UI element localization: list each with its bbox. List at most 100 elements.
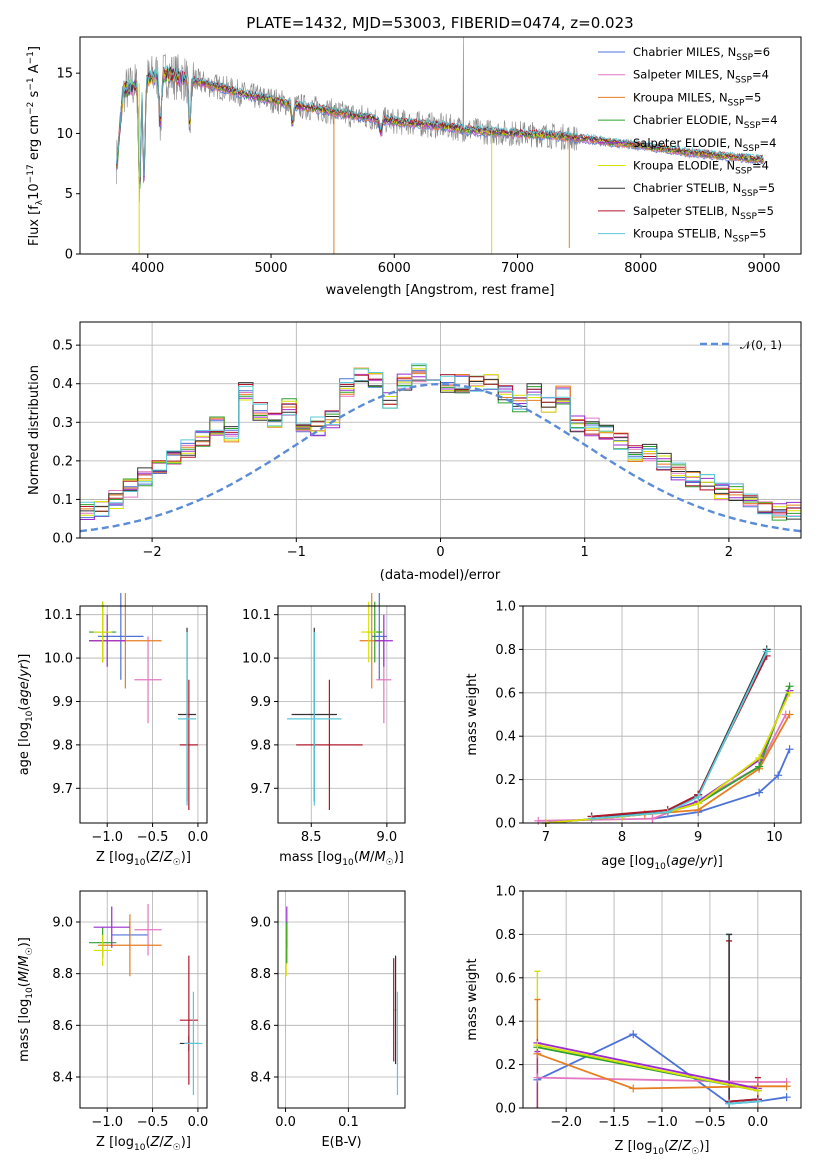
mass_vs_z-xtick-label: 0.0 xyxy=(188,1115,209,1130)
mass_vs_z-plot-area xyxy=(89,903,203,1096)
mass_vs_z-ytick-label: 8.8 xyxy=(52,967,73,982)
spectrum-frame xyxy=(79,36,802,255)
residuals-hist-chabrier_stelib xyxy=(80,378,801,520)
age_vs_z-ytick-label: 9.9 xyxy=(52,695,73,710)
age_vs_z-xtick-label: −1.0 xyxy=(91,830,123,845)
mw_vs_age-plot-area xyxy=(534,645,794,827)
spectrum-xtick-label: 6000 xyxy=(378,261,411,276)
age_vs_mass-panel: 8.5 9.0 9.7 9.8 9.9 10.0 10.1 xyxy=(242,592,406,845)
mass_vs_ebv-ytick-label: 8.8 xyxy=(250,967,271,982)
mw_vs_age-xtick-label: 9 xyxy=(694,830,702,845)
residuals-legend-label: 𝒩(0, 1) xyxy=(740,338,782,352)
mw_vs_age-ytick-label: 0.2 xyxy=(495,773,516,788)
spectrum-xtick-label: 9000 xyxy=(747,261,780,276)
mass_vs_z-xtick-label: −1.0 xyxy=(91,1115,123,1130)
mass_vs_z-ytick-label: 8.6 xyxy=(52,1019,73,1034)
mw_vs_age-frame xyxy=(522,605,802,824)
residuals-hist-kroupa_elodie xyxy=(80,368,801,525)
spectrum-ytick-label: 10 xyxy=(56,127,73,142)
mw_vs_z-xtick-label: 0.0 xyxy=(748,1115,769,1130)
residuals-ytick-label: 0.1 xyxy=(52,493,73,508)
age_vs_z-ylabel: age [log10(age/yr)] xyxy=(17,654,35,776)
mass_vs_ebv-xtick-label: 0.1 xyxy=(338,1115,359,1130)
mw_vs_z-ytick-label: 1.0 xyxy=(495,885,516,900)
age_vs_mass-ytick-label: 9.7 xyxy=(250,782,271,797)
mass_vs_ebv-ytick-label: 8.4 xyxy=(250,1071,271,1086)
residuals-ylabel: Normed distribution xyxy=(27,365,42,495)
mass_vs_ebv-ytick-label: 9.0 xyxy=(250,916,271,931)
mw_vs_age-xtick-label: 10 xyxy=(766,830,783,845)
mw_vs_age-ytick-label: 0.6 xyxy=(495,686,516,701)
age_vs_mass-plot-area xyxy=(287,592,393,810)
mass_vs_z-panel: −1.0 −0.5 0.0 8.4 8.6 8.8 9.0 xyxy=(52,890,209,1130)
mass_vs_ebv-xlabel: E(B-V) xyxy=(321,1135,361,1150)
residuals-xtick-label: 0 xyxy=(436,545,444,560)
age_vs_mass-ytick-label: 10.0 xyxy=(242,652,271,667)
spectrum-panel: 4000 5000 6000 7000 8000 9000 0 5 10 15 xyxy=(56,36,802,276)
age_vs_mass-xtick-label: 9.0 xyxy=(377,830,398,845)
age_vs_mass-ytick-label: 10.1 xyxy=(242,608,271,623)
legend-label-kroupa_stelib: Kroupa STELIB, NSSP=5 xyxy=(633,227,766,245)
mw_vs_z-ytick-label: 0.2 xyxy=(495,1058,516,1073)
residuals-hist-chabrier_miles xyxy=(80,369,801,519)
residuals-hist-salpeter_miles xyxy=(80,373,801,521)
mass_vs_ebv-frame xyxy=(277,890,406,1109)
mw_vs_age-xlabel: age [log10(age/yr)] xyxy=(601,854,723,872)
age_vs_mass-xtick-label: 8.5 xyxy=(301,830,322,845)
age_vs_z-ytick-label: 10.0 xyxy=(44,652,73,667)
residuals-xtick-label: −1 xyxy=(287,545,306,560)
age_vs_z-xlabel: Z [log10(Z/Z☉)] xyxy=(96,850,191,868)
residuals-ytick-label: 0.4 xyxy=(52,377,73,392)
mw_vs_z-xtick-label: −1.5 xyxy=(598,1115,630,1130)
spectrum-title: PLATE=1432, MJD=53003, FIBERID=0474, z=0… xyxy=(246,14,633,32)
spectrum-xtick-label: 7000 xyxy=(501,261,534,276)
mass_vs_z-frame xyxy=(79,890,208,1109)
age_vs_z-frame xyxy=(79,605,208,824)
age_vs_z-xtick-label: 0.0 xyxy=(188,830,209,845)
mw_vs_z-line-salpeter_stelib xyxy=(729,1098,758,1103)
mw_vs_age-ytick-label: 0.8 xyxy=(495,643,516,658)
spectrum-xlabel: wavelength [Angstrom, rest frame] xyxy=(326,283,555,298)
residuals-ytick-label: 0.0 xyxy=(52,532,73,547)
mass_vs_ebv-panel: 0.0 0.1 8.4 8.6 8.8 9.0 xyxy=(250,890,406,1130)
age_vs_z-ytick-label: 9.7 xyxy=(52,782,73,797)
legend-label-salpeter_miles: Salpeter MILES, NSSP=4 xyxy=(633,68,769,86)
residuals-plot-area xyxy=(80,363,801,533)
mw_vs_z-line-kroupa_miles xyxy=(537,1052,787,1090)
spectrum-xtick-label: 4000 xyxy=(131,261,164,276)
mw_vs_z-plot-area xyxy=(533,933,791,1108)
mw_vs_age-line-kroupa_elodie xyxy=(545,692,791,824)
mw_vs_age-xtick-label: 8 xyxy=(618,830,626,845)
mw_vs_z-xtick-label: −0.5 xyxy=(694,1115,726,1130)
age_vs_mass-ytick-label: 9.8 xyxy=(250,738,271,753)
mw_vs_age-ylabel: mass weight xyxy=(465,673,480,755)
spectrum-series-kroupa_stelib xyxy=(116,65,764,177)
mw_vs_z-ytick-label: 0.8 xyxy=(495,928,516,943)
age_vs_z-plot-area xyxy=(89,592,198,810)
residuals-ytick-label: 0.5 xyxy=(52,339,73,354)
age_vs_mass-xlabel: mass [log10(M/M☉)] xyxy=(279,850,404,868)
mw_vs_age-ytick-label: 0.0 xyxy=(495,817,516,832)
residuals-ytick-label: 0.3 xyxy=(52,416,73,431)
legend-label-kroupa_elodie: Kroupa ELODIE, NSSP=4 xyxy=(633,159,769,177)
residuals-xtick-label: −2 xyxy=(143,545,162,560)
mw_vs_z-xlabel: Z [log10(Z/Z☉)] xyxy=(615,1139,710,1157)
mw_vs_age-ytick-label: 0.4 xyxy=(495,730,516,745)
residuals-xtick-label: 1 xyxy=(581,545,589,560)
residuals-hist-chabrier_elodie xyxy=(80,365,801,523)
mw_vs_age-line-kroupa_miles xyxy=(644,714,791,816)
mass_vs_z-xlabel: Z [log10(Z/Z☉)] xyxy=(96,1135,191,1153)
legend-label-chabrier_stelib: Chabrier STELIB, NSSP=5 xyxy=(633,181,775,199)
mw_vs_z-panel: −2.0 −1.5 −1.0 −0.5 0.0 0.0 0.2 0.4 0.6 0.8 1.0 xyxy=(495,885,802,1130)
legend-label-kroupa_miles: Kroupa MILES, NSSP=5 xyxy=(633,90,761,108)
legend-label-chabrier_miles: Chabrier MILES, NSSP=6 xyxy=(633,45,770,63)
residuals-hist-kroupa_stelib xyxy=(80,363,801,518)
mass_vs_z-ytick-label: 8.4 xyxy=(52,1071,73,1086)
mass_vs_z-ylabel: mass [log10(M/M☉)] xyxy=(17,937,35,1062)
spectrum-plot-area xyxy=(116,37,764,254)
mw_vs_z-line-kroupa_elodie xyxy=(537,1044,759,1092)
mass_vs_ebv-plot-area xyxy=(285,906,399,1096)
mw_vs_age-line-salpeter_elodie xyxy=(545,690,791,824)
mw_vs_z-ylabel: mass weight xyxy=(465,958,480,1040)
mw_vs_z-xtick-label: −2.0 xyxy=(550,1115,582,1130)
